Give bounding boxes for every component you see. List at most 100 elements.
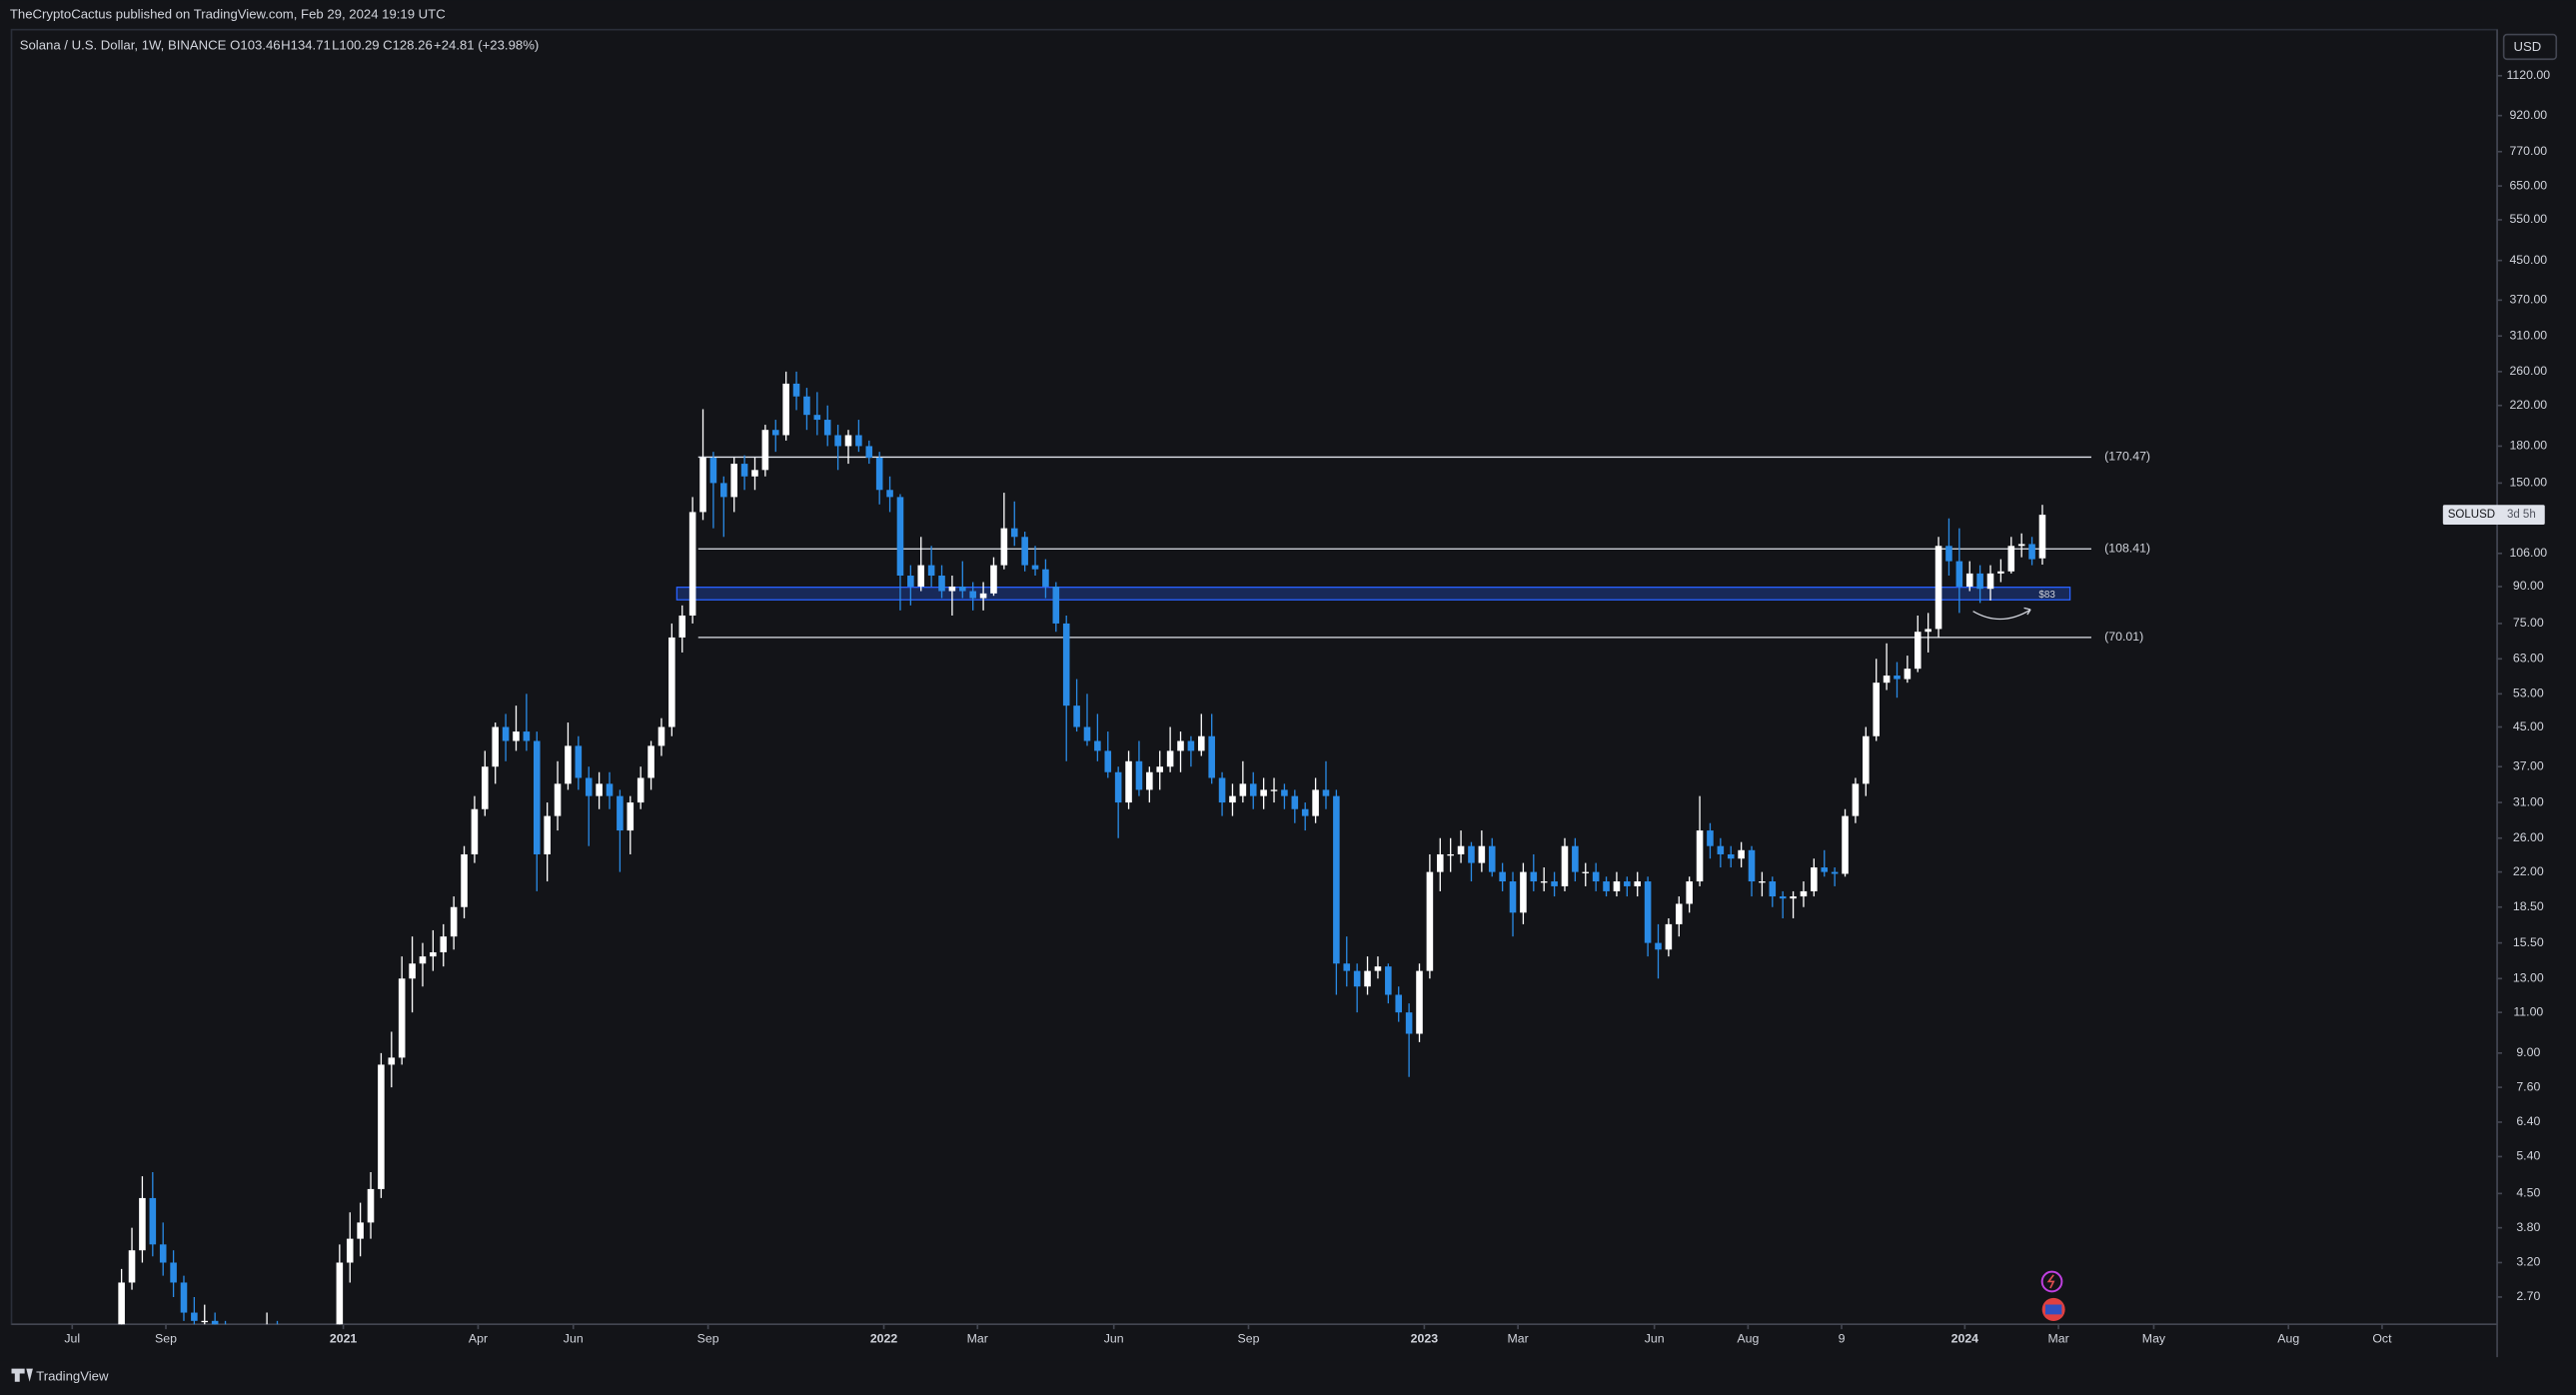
candle-body (1509, 881, 1517, 913)
candle-body (1395, 994, 1403, 1013)
candle-body (1291, 795, 1299, 809)
candle-body (1986, 573, 1994, 590)
legend-value: +24.81 (+23.98%) (434, 38, 539, 53)
y-tick-label: 310.00 (2509, 328, 2547, 342)
candle-body (211, 1320, 219, 1325)
candle-body (1187, 740, 1195, 751)
y-tick-label: 4.50 (2516, 1186, 2540, 1200)
economic-event-flag (2044, 1304, 2062, 1315)
candle-body (1655, 942, 1662, 950)
candle-body (1447, 853, 1454, 856)
candle-body (388, 1057, 396, 1065)
candle-body (1955, 561, 1963, 587)
candle-body (782, 383, 789, 436)
x-tick-label: Apr (469, 1331, 488, 1345)
x-tick-label: Sep (1237, 1331, 1259, 1345)
candle-body (803, 396, 810, 416)
candle-body (1146, 771, 1153, 790)
candle-body (907, 576, 914, 587)
event-icon-bolt (2046, 1274, 2055, 1289)
candle-body (1613, 881, 1621, 891)
candle-body (1759, 881, 1766, 883)
legend-value: O103.46 (230, 38, 280, 53)
publisher: TheCryptoCactus published on TradingView… (10, 6, 446, 21)
candle-body (761, 430, 769, 471)
candle-body (751, 470, 758, 477)
candle-body (596, 783, 603, 796)
candle-body (1021, 537, 1028, 566)
candle-body (201, 1320, 209, 1323)
x-tick-label: Oct (2372, 1331, 2392, 1345)
candle-body (1686, 881, 1693, 904)
candle-body (1135, 760, 1143, 790)
candle-body (450, 906, 458, 937)
y-tick-label: 15.50 (2513, 935, 2544, 949)
candle-body (969, 591, 976, 599)
x-tick-label: Jun (1645, 1331, 1665, 1345)
symbol-legend: Solana / U.S. Dollar, 1W, BINANCE (20, 38, 227, 53)
candle-body (1104, 750, 1112, 772)
candle-body (1831, 871, 1839, 874)
candle-body (149, 1197, 157, 1245)
candle-body (990, 565, 997, 594)
candle-body (1249, 783, 1257, 796)
level-label: (70.01) (2104, 630, 2143, 644)
y-tick-label: 3.80 (2516, 1220, 2540, 1234)
footer (0, 1360, 2576, 1395)
legend-value: C128.26 (383, 38, 433, 53)
x-tick-label: May (2142, 1331, 2166, 1345)
candle-body (1343, 963, 1351, 971)
y-tick-label: 1120.00 (2506, 68, 2550, 82)
y-tick-label: 45.00 (2513, 719, 2544, 733)
candle-body (1738, 849, 1745, 859)
x-tick-label: Mar (1507, 1331, 1528, 1345)
candle-body (1551, 881, 1558, 886)
candle-body (1436, 853, 1444, 872)
candle-body (1790, 896, 1797, 899)
y-tick-label: 370.00 (2509, 293, 2547, 307)
event-icon[interactable] (2040, 1270, 2063, 1293)
candle-body (585, 777, 593, 796)
candle-body (1934, 546, 1942, 630)
x-tick-label: 2023 (1411, 1331, 1439, 1345)
candle-body (678, 615, 686, 638)
candle-body (1800, 890, 1808, 897)
x-tick-label: Sep (155, 1331, 177, 1345)
candle-body (2017, 544, 2025, 547)
candle-body (1156, 766, 1164, 772)
candle-body (419, 956, 427, 964)
candle-body (1894, 676, 1901, 680)
candle-body (1198, 735, 1205, 751)
candle-body (2038, 515, 2046, 559)
x-tick-label: Aug (2277, 1331, 2299, 1345)
currency-box[interactable] (2502, 33, 2558, 61)
candle-body (959, 586, 966, 592)
x-tick-label: Jul (64, 1331, 80, 1345)
y-tick-label: 550.00 (2509, 212, 2547, 226)
candle-body (1592, 871, 1600, 882)
y-tick-label: 13.00 (2513, 971, 2544, 985)
currency[interactable]: USD (2514, 39, 2542, 54)
price-tag-symbol: SOLUSD (2448, 509, 2495, 521)
candle-body (1883, 676, 1891, 684)
y-tick-label: 650.00 (2509, 178, 2547, 192)
y-tick-label: 106.00 (2509, 546, 2547, 560)
candle-body (699, 458, 706, 513)
candle-body (927, 565, 935, 577)
candle-body (1312, 789, 1319, 816)
candle-body (627, 802, 635, 831)
y-tick-label: 9.00 (2516, 1045, 2540, 1059)
candle-body (740, 464, 748, 477)
candle-body (657, 726, 665, 746)
candle-body (1873, 683, 1880, 736)
price-tag-countdown: 3d 5h (2507, 509, 2536, 521)
candle-body (565, 745, 572, 784)
candle-body (1748, 849, 1756, 882)
level-label: (170.47) (2104, 450, 2150, 464)
price-tag (2442, 505, 2545, 526)
candle-body (159, 1244, 167, 1263)
candle-body (813, 415, 821, 421)
candle-body (180, 1282, 188, 1313)
candle-body (1083, 726, 1091, 741)
